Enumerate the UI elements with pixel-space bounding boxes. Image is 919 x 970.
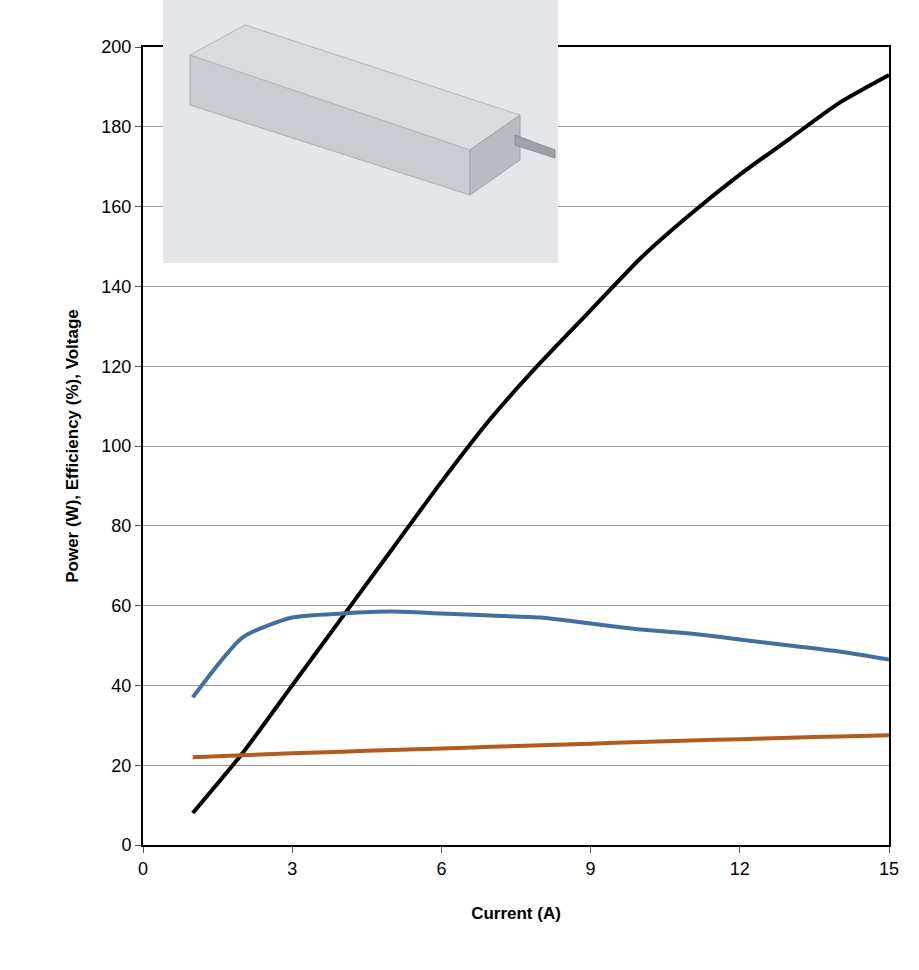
svg-text:100: 100 [101, 436, 131, 456]
svg-text:20: 20 [111, 756, 131, 776]
svg-text:200: 200 [101, 37, 131, 57]
svg-text:3: 3 [287, 859, 297, 879]
svg-text:120: 120 [101, 357, 131, 377]
svg-text:0: 0 [138, 859, 148, 879]
svg-text:140: 140 [101, 277, 131, 297]
svg-text:6: 6 [436, 859, 446, 879]
svg-text:0: 0 [121, 835, 131, 855]
svg-text:80: 80 [111, 516, 131, 536]
svg-text:160: 160 [101, 197, 131, 217]
svg-text:40: 40 [111, 676, 131, 696]
svg-text:Current (A): Current (A) [471, 904, 561, 923]
svg-text:9: 9 [586, 859, 596, 879]
svg-text:12: 12 [730, 859, 750, 879]
svg-text:60: 60 [111, 596, 131, 616]
svg-text:180: 180 [101, 117, 131, 137]
svg-text:Power (W), Efficiency (%), Vol: Power (W), Efficiency (%), Voltage [63, 309, 82, 583]
svg-text:15: 15 [879, 859, 899, 879]
